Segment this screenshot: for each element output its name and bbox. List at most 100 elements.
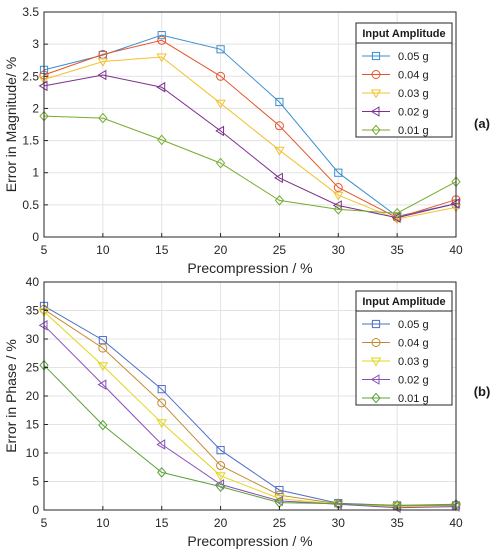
panel-label: (a) <box>474 116 490 131</box>
legend-title: Input Amplitude <box>362 28 445 40</box>
x-tick-label: 40 <box>449 243 463 257</box>
data-point <box>333 191 344 201</box>
data-point <box>157 398 167 408</box>
legend-entry: 0.05 g <box>398 319 429 331</box>
y-tick-label: 2 <box>32 101 39 115</box>
x-tick-label: 30 <box>332 243 346 257</box>
x-tick-label: 20 <box>214 516 228 530</box>
series-line <box>43 74 457 219</box>
data-point <box>38 80 48 92</box>
data-point <box>216 71 226 81</box>
data-point <box>98 343 108 353</box>
legend-entry: 0.02 g <box>398 107 429 119</box>
data-point <box>157 31 166 40</box>
chart-panel-b: 5 10 15 20 25 30 35 400510152025303540Precompre… <box>3 275 490 549</box>
x-tick-label: 10 <box>96 243 110 257</box>
data-point <box>157 385 166 394</box>
y-tick-label: 1.5 <box>22 134 39 148</box>
x-tick-label: 35 <box>390 243 404 257</box>
data-point <box>215 125 225 137</box>
y-tick-label: 3 <box>32 37 39 51</box>
x-tick-label: 40 <box>449 516 463 530</box>
data-point <box>156 53 167 63</box>
data-point <box>156 419 167 429</box>
y-tick-label: 30 <box>26 332 40 346</box>
y-tick-label: 15 <box>26 418 40 432</box>
x-tick-label: 15 <box>155 516 169 530</box>
data-point <box>157 467 167 478</box>
y-tick-label: 40 <box>26 275 40 289</box>
legend-entry: 0.01 g <box>398 125 429 137</box>
legend-swatch-marker <box>371 51 381 61</box>
y-axis-label: Error in Magnitude/ % <box>3 57 19 192</box>
legend-swatch-marker <box>370 106 380 117</box>
x-tick-label: 25 <box>273 516 287 530</box>
data-point <box>275 97 284 107</box>
data-point <box>333 203 343 215</box>
legend-swatch-marker <box>371 338 381 347</box>
data-point <box>333 183 343 192</box>
y-tick-label: 0 <box>32 230 39 244</box>
data-point <box>216 446 225 455</box>
legend-swatch-marker <box>370 357 382 367</box>
x-tick-label: 5 <box>41 516 48 530</box>
y-tick-label: 10 <box>26 446 40 460</box>
data-point <box>97 69 107 81</box>
legend-entry: 0.02 g <box>398 375 429 387</box>
data-point <box>274 194 285 206</box>
data-point <box>38 320 48 331</box>
y-tick-label: 0.5 <box>22 198 39 212</box>
legend-entry: 0.04 g <box>398 338 429 350</box>
x-axis-label: Precompression / % <box>187 533 312 549</box>
data-point <box>334 168 343 177</box>
legend-entry: 0.03 g <box>398 356 429 368</box>
legend: Input Amplitude 0.05 g 0.04 g 0.03 g 0.02 g 0… <box>355 22 453 138</box>
series-line <box>43 311 456 508</box>
y-tick-label: 0 <box>32 503 39 517</box>
y-tick-label: 1 <box>32 166 39 180</box>
data-point <box>274 121 284 131</box>
data-point <box>157 134 167 146</box>
data-point <box>215 157 226 169</box>
legend-box <box>355 22 453 138</box>
panel-label: (b) <box>474 384 491 399</box>
x-tick-label: 25 <box>273 243 287 257</box>
y-tick-label: 25 <box>26 361 40 375</box>
chart-panel-a: 5 10 15 20 25 30 35 40 0 0.5 1 1.5 2 2.5 3 3.5 Precompre… <box>3 5 490 276</box>
data-point <box>332 200 342 211</box>
legend-entry: 0.01 g <box>398 393 429 405</box>
data-point <box>156 439 166 450</box>
y-tick-label: 5 <box>32 475 39 489</box>
x-tick-label: 5 <box>41 243 48 257</box>
data-point <box>97 362 109 372</box>
data-point <box>391 215 403 225</box>
x-axis-label: Precompression / % <box>187 260 312 276</box>
data-point <box>157 35 167 45</box>
data-point <box>215 481 226 492</box>
legend-entry: 0.03 g <box>398 88 429 100</box>
y-tick-label: 35 <box>26 304 40 318</box>
legend-title: Input Amplitude <box>362 296 445 308</box>
data-point <box>216 461 226 471</box>
data-point <box>156 81 166 93</box>
legend-entry: 0.05 g <box>398 51 429 63</box>
data-point <box>392 207 402 219</box>
data-point <box>98 419 108 431</box>
y-axis-label: Error in Phase / % <box>3 339 19 453</box>
data-point <box>215 99 226 109</box>
legend-swatch-marker <box>371 70 381 79</box>
y-tick-label: 2.5 <box>22 69 39 83</box>
legend-swatch-marker <box>370 374 380 385</box>
data-point <box>98 112 108 124</box>
legend-box <box>355 290 453 406</box>
data-point <box>274 146 285 156</box>
axes-box <box>43 11 457 238</box>
legend: Input Amplitude 0.05 g 0.04 g 0.03 g 0.02 g 0… <box>355 290 453 406</box>
series-line <box>43 364 457 506</box>
data-point <box>215 472 226 482</box>
series-line <box>43 115 457 214</box>
legend-swatch-marker <box>371 392 381 404</box>
y-tick-label: 20 <box>26 389 40 403</box>
legend-entry: 0.04 g <box>398 70 429 82</box>
